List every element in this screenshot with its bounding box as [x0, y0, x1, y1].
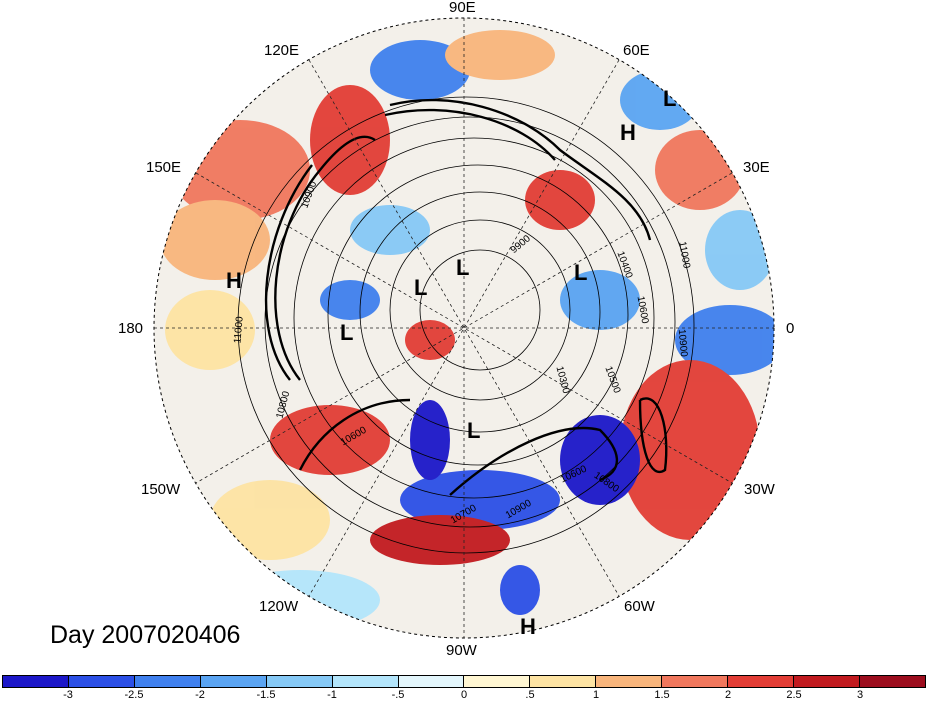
- lon-label-60w: 60W: [624, 598, 655, 615]
- colorbar: [2, 675, 926, 688]
- colorbar-tick-label: -.5: [391, 689, 405, 701]
- colorbar-tick-label: -3: [63, 689, 73, 701]
- lon-label-120e: 120E: [264, 42, 300, 59]
- colorbar-segment: [794, 676, 860, 687]
- lon-label-90w: 90W: [446, 642, 477, 659]
- lon-label-120w: 120W: [259, 598, 299, 615]
- contour-label: 10900: [675, 328, 690, 358]
- lon-label-150e: 150E: [146, 159, 182, 176]
- day-label: Day 2007020406: [50, 621, 241, 649]
- colorbar-tick-label: .5: [525, 689, 535, 701]
- colorbar-segment: [662, 676, 729, 687]
- colorbar-segment: [530, 676, 597, 687]
- colorbar-segment: [200, 676, 267, 687]
- lon-label-60e: 60E: [623, 42, 650, 59]
- colorbar-segment: [68, 676, 135, 687]
- pressure-center-label: L: [467, 418, 481, 443]
- colorbar-tick-label: 2.5: [786, 689, 802, 701]
- pressure-center-label: H: [520, 614, 536, 639]
- colorbar-segment: [859, 676, 925, 687]
- colorbar-tick-label: 1: [592, 689, 600, 701]
- lon-label-150w: 150W: [141, 481, 181, 498]
- colorbar-tick-label: -1.5: [256, 689, 276, 701]
- colorbar-tick-label: -2: [195, 689, 205, 701]
- colorbar-tick-label: -2.5: [124, 689, 144, 701]
- graticule: [154, 18, 774, 638]
- colorbar-tick-label: 1.5: [654, 689, 670, 701]
- colorbar-tick-label: 3: [856, 689, 864, 701]
- height-contours: [237, 96, 695, 554]
- colorbar-segment: [464, 676, 531, 687]
- colorbar-tick-label: 0: [460, 689, 468, 701]
- pressure-center-label: L: [456, 255, 470, 280]
- colorbar-segment: [398, 676, 465, 687]
- lon-label-30e: 30E: [743, 159, 770, 176]
- colorbar-segment: [596, 676, 663, 687]
- pressure-center-label: L: [414, 275, 428, 300]
- colorbar-segment: [728, 676, 795, 687]
- colorbar-segment: [266, 676, 333, 687]
- pressure-center-label: L: [574, 260, 588, 285]
- map-boundary: [153, 17, 775, 639]
- lon-label-0: 0: [786, 320, 795, 337]
- map-field: [154, 18, 774, 638]
- pressure-center-label: H: [620, 120, 636, 145]
- colorbar-segment: [134, 676, 201, 687]
- lon-label-30w: 30W: [744, 481, 775, 498]
- colorbar-tick-label: -1: [327, 689, 337, 701]
- colorbar-segment: [3, 676, 69, 687]
- lon-label-90e: 90E: [449, 0, 476, 16]
- pressure-center-label: L: [663, 86, 677, 111]
- lon-label-180: 180: [118, 320, 144, 337]
- pressure-center-label: H: [226, 268, 242, 293]
- colorbar-tick-label: 2: [724, 689, 732, 701]
- jet-contours: [264, 98, 668, 496]
- colorbar-segment: [332, 676, 399, 687]
- pressure-center-label: L: [340, 320, 354, 345]
